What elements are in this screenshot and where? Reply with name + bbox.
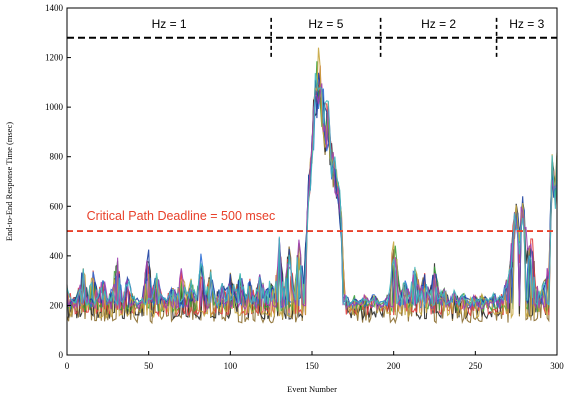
series-layer [66, 47, 558, 325]
x-tick-label: 200 [387, 361, 401, 371]
y-tick-label: 600 [50, 201, 64, 211]
rate-label: Hz = 1 [152, 17, 187, 31]
rate-label: Hz = 3 [509, 17, 544, 31]
y-tick-label: 1400 [45, 3, 64, 13]
y-tick-label: 800 [50, 152, 64, 162]
y-tick-label: 0 [59, 350, 64, 360]
series-line-7 [66, 47, 558, 320]
y-tick-label: 400 [50, 251, 64, 261]
x-tick-label: 300 [550, 361, 564, 371]
x-tick-label: 100 [224, 361, 238, 371]
x-axis-label: Event Number [287, 384, 337, 394]
x-tick-label: 50 [144, 361, 154, 371]
series-line-9 [66, 73, 558, 307]
rate-label: Hz = 5 [308, 17, 343, 31]
y-axis-label: End-to-End Response Time (msec) [4, 122, 14, 241]
axes: 0 50 100 150 200 250 300 0 200 400 600 800 1000 1200 1… [45, 3, 564, 371]
series-line-8 [66, 83, 558, 312]
rate-label: Hz = 2 [421, 17, 456, 31]
y-tick-label: 200 [50, 300, 64, 310]
x-tick-label: 0 [65, 361, 70, 371]
reference-lines: Hz = 1 Hz = 5 Hz = 2 Hz = 3 [67, 17, 557, 232]
y-tick-label: 1000 [45, 102, 64, 112]
y-tick-label: 1200 [45, 53, 64, 63]
x-tick-label: 150 [305, 361, 319, 371]
x-tick-label: 250 [469, 361, 483, 371]
deadline-label: Critical Path Deadline = 500 msec [87, 209, 276, 223]
